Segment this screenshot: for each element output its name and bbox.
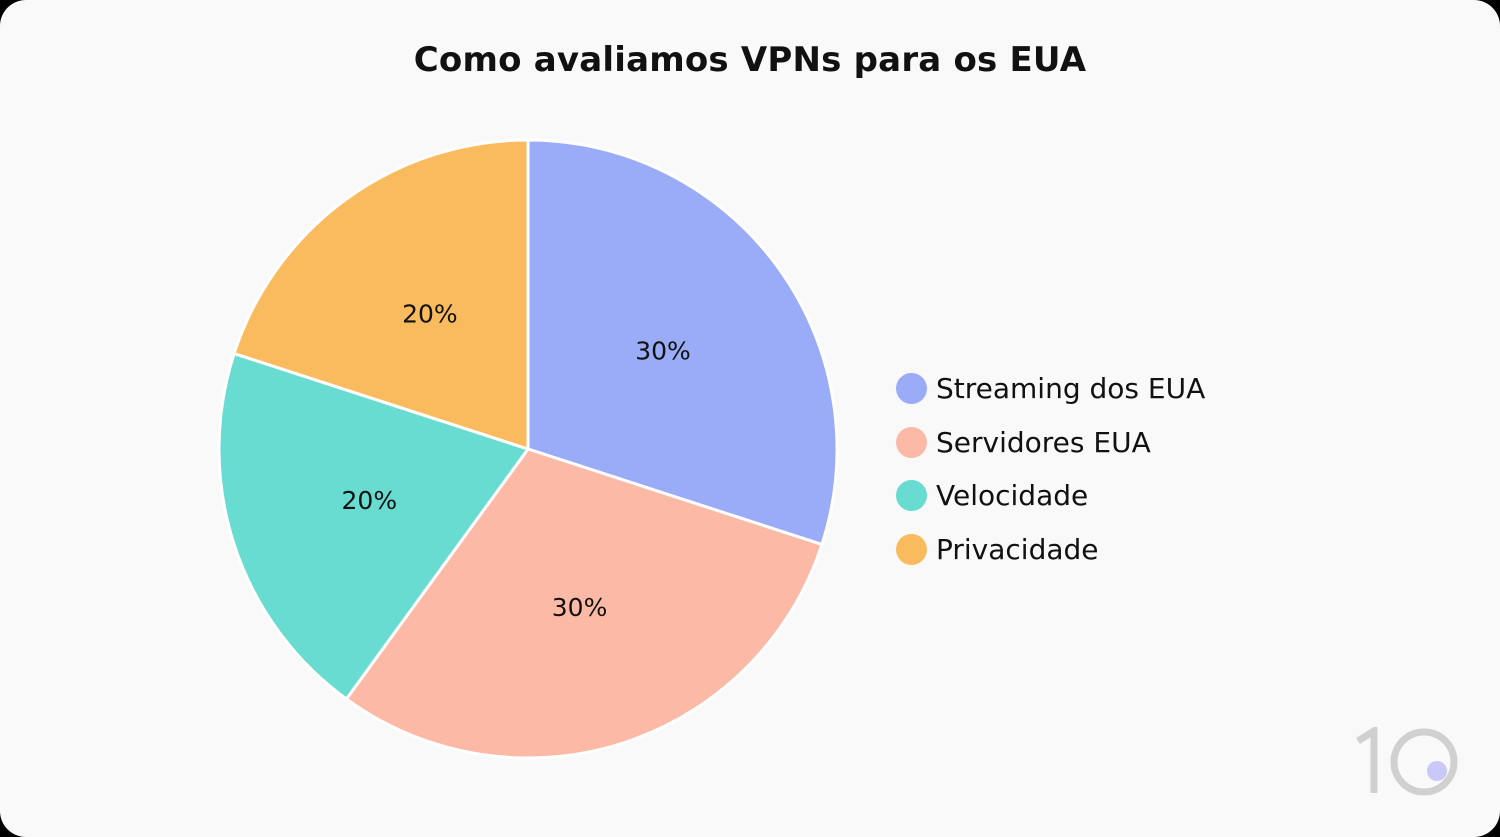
slice-label-servidores-eua: 30% bbox=[552, 593, 608, 622]
legend-swatch-privacidade bbox=[896, 533, 927, 565]
legend-swatch-velocidade bbox=[896, 480, 927, 512]
legend-swatch-streaming bbox=[896, 373, 927, 405]
legend-item-streaming[interactable]: Streaming dos EUA bbox=[896, 362, 1296, 416]
legend-item-privacidade[interactable]: Privacidade bbox=[896, 523, 1296, 577]
legend-label-servidores: Servidores EUA bbox=[936, 425, 1151, 459]
chart-title: Como avaliamos VPNs para os EUA bbox=[413, 40, 1087, 80]
legend-item-servidores[interactable]: Servidores EUA bbox=[896, 416, 1296, 470]
pie-slice-streaming-dos-eua[interactable] bbox=[526, 138, 839, 546]
legend-label-velocidade: Velocidade bbox=[936, 479, 1089, 513]
slice-label-velocidade: 20% bbox=[342, 486, 398, 515]
brand-logo-icon bbox=[1356, 727, 1458, 796]
legend-swatch-servidores bbox=[896, 426, 927, 458]
legend-item-velocidade[interactable]: Velocidade bbox=[896, 469, 1296, 523]
legend-label-streaming: Streaming dos EUA bbox=[936, 372, 1206, 406]
legend-label-privacidade: Privacidade bbox=[936, 532, 1099, 566]
pie-slice-privacidade[interactable] bbox=[232, 138, 530, 451]
chart-legend: Streaming dos EUA Servidores EUA Velocid… bbox=[896, 362, 1296, 576]
pie-slice-servidores-eua[interactable] bbox=[344, 447, 824, 760]
slice-label-streaming-dos-eua: 30% bbox=[635, 336, 691, 365]
slice-label-privacidade: 20% bbox=[402, 300, 458, 329]
pie-slice-velocidade[interactable] bbox=[217, 352, 530, 701]
